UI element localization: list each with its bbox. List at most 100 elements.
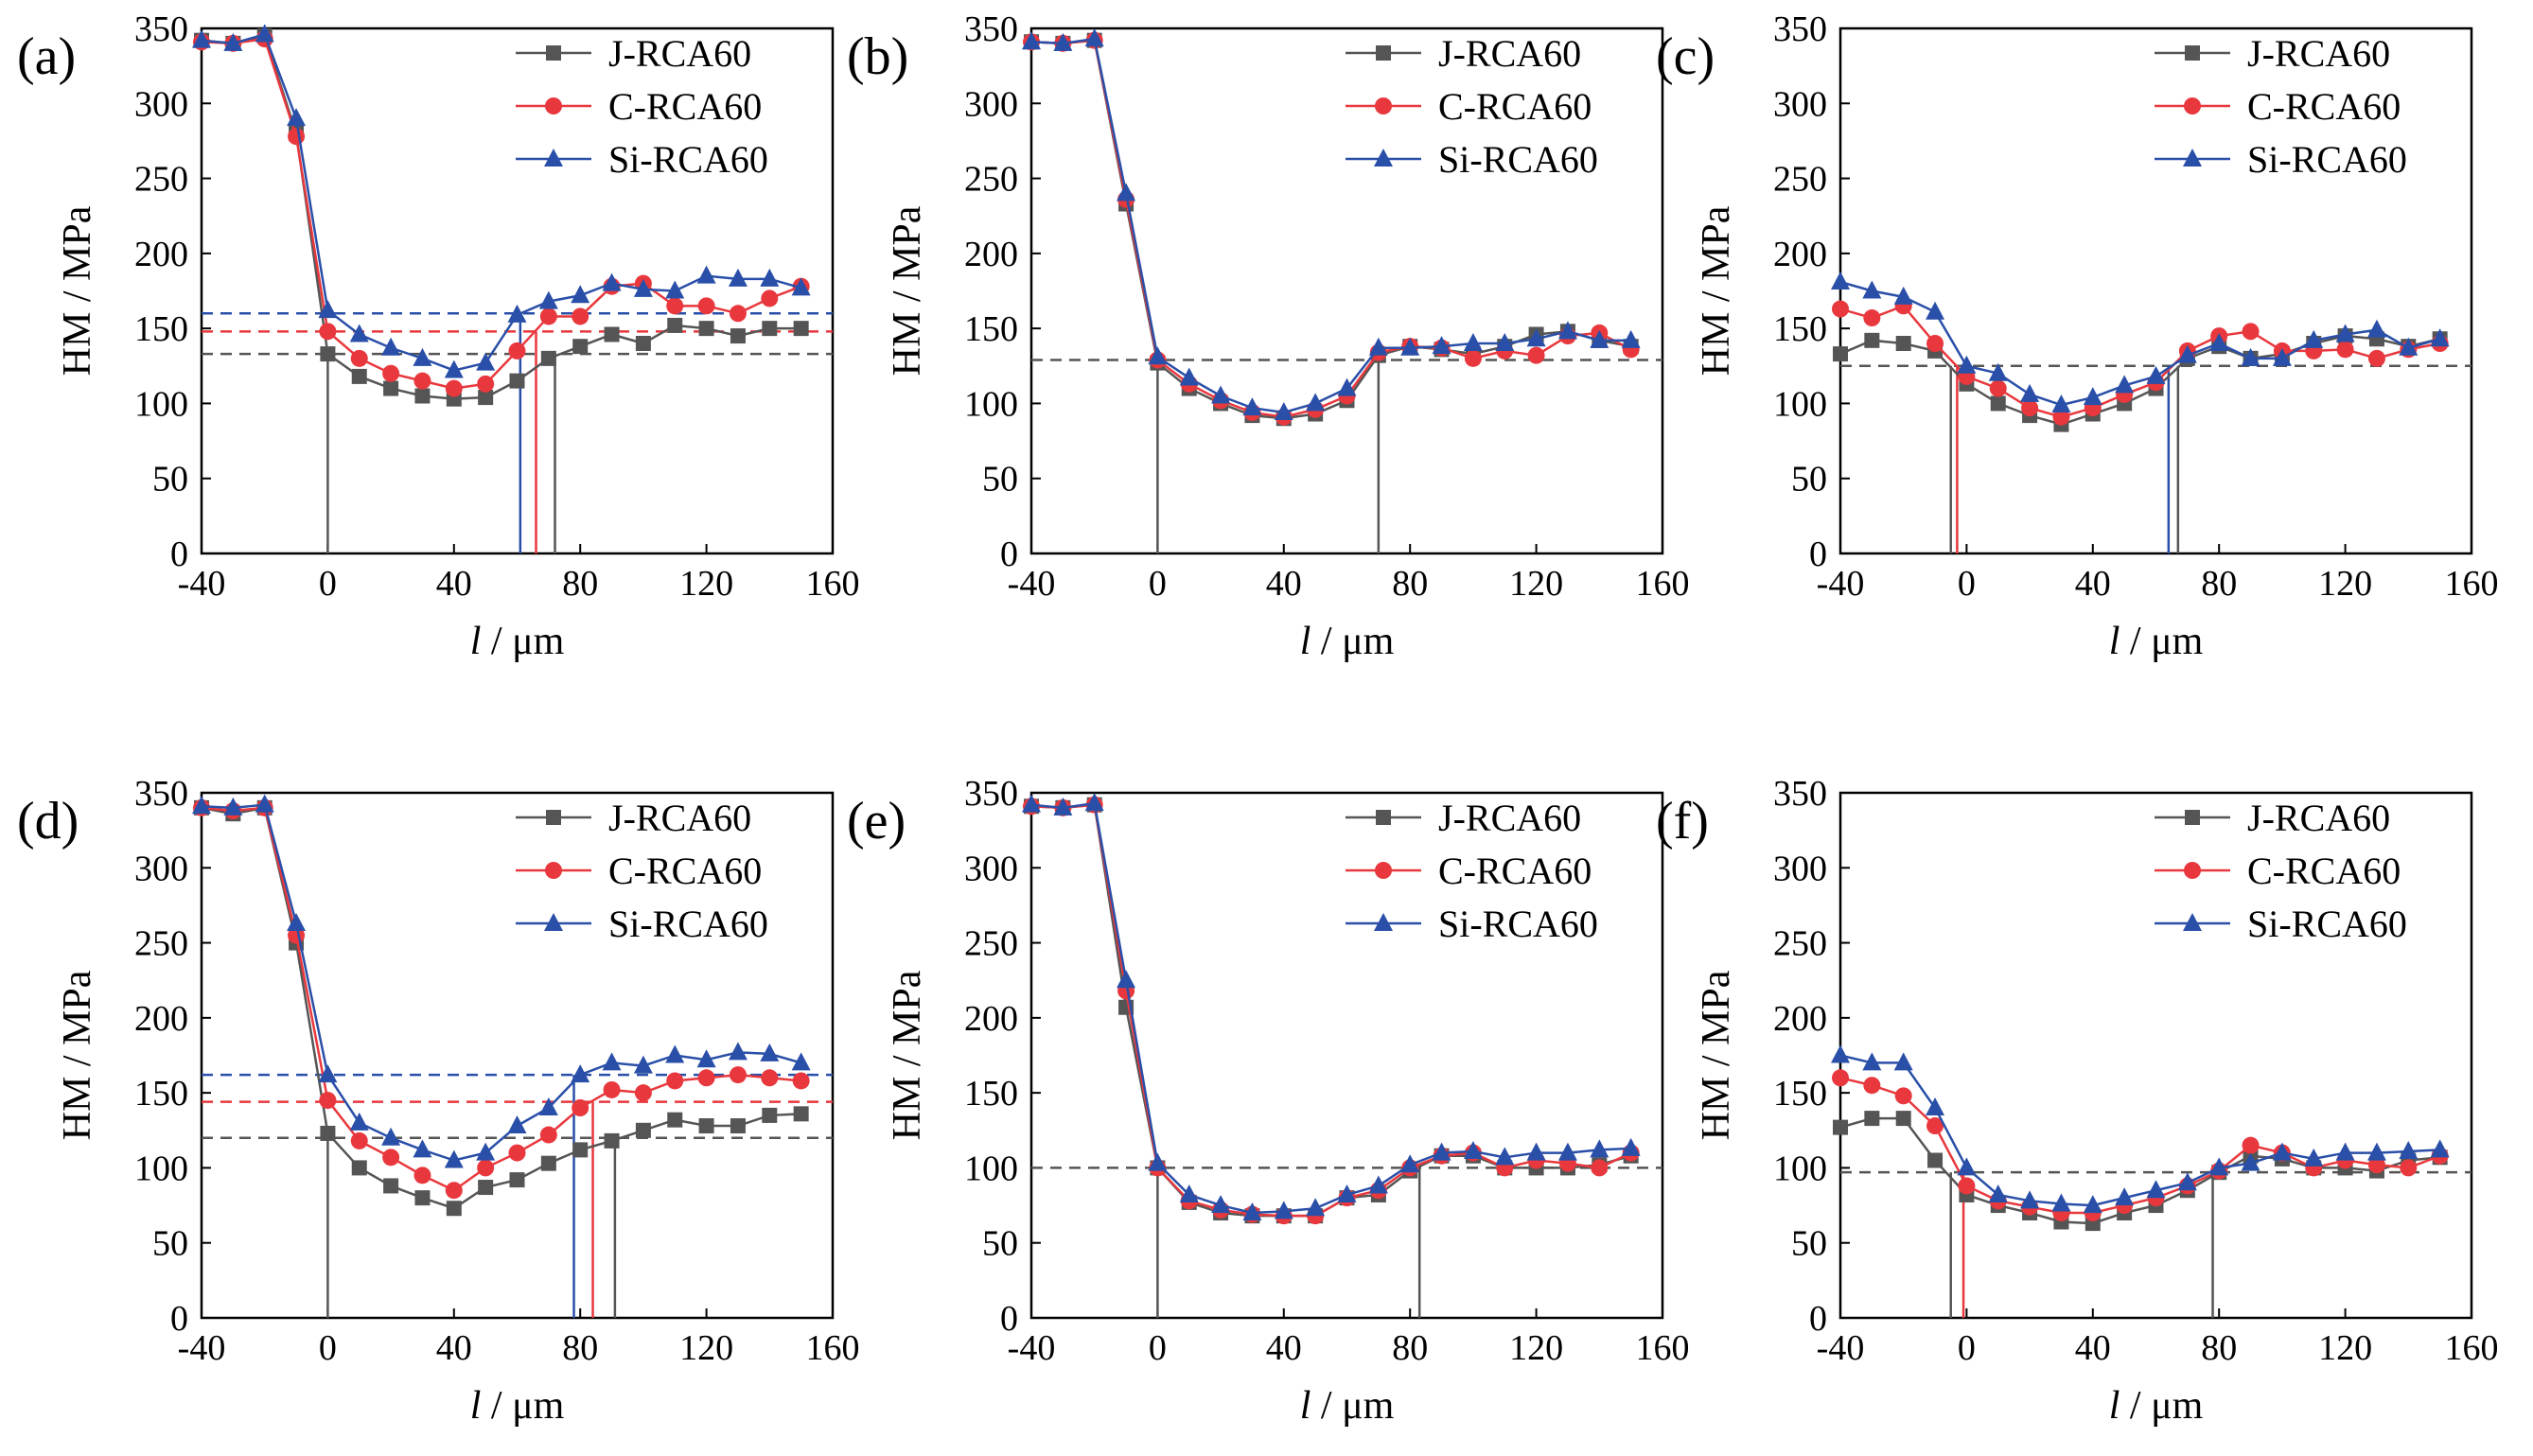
data-point-Si-RCA60: [2304, 1148, 2324, 1167]
data-point-Si-RCA60: [2399, 1140, 2419, 1159]
plot-frame: [1838, 26, 2473, 555]
data-point-Si-RCA60: [1495, 1147, 1515, 1166]
data-point-C-RCA60: [539, 1126, 557, 1144]
data-point-Si-RCA60: [2241, 1152, 2260, 1171]
data-point-Si-RCA60: [2115, 375, 2135, 394]
x-tick-label: -40: [178, 1328, 226, 1368]
data-point-Si-RCA60: [1926, 1097, 1945, 1115]
y-tick-label: 50: [152, 1224, 188, 1264]
data-point-Si-RCA60: [1022, 31, 1041, 50]
data-point-Si-RCA60: [1893, 1052, 1913, 1071]
panel-label: (d): [17, 792, 79, 851]
data-point-Si-RCA60: [381, 1127, 401, 1146]
x-axis-label: l / μm: [2109, 620, 2204, 663]
data-point-C-RCA60: [2336, 341, 2354, 359]
data-point-J-RCA60: [667, 1112, 683, 1128]
data-point-J-RCA60: [667, 317, 683, 333]
series-line-Si-RCA60: [201, 803, 801, 1162]
data-point-J-RCA60: [1895, 1111, 1911, 1127]
data-point-Si-RCA60: [1526, 1142, 1546, 1161]
data-point-Si-RCA60: [1526, 328, 1546, 347]
y-tick-label: 250: [134, 924, 188, 964]
data-point-Si-RCA60: [1148, 1152, 1168, 1171]
data-point-Si-RCA60: [1557, 321, 1577, 340]
data-point-C-RCA60: [603, 1080, 621, 1098]
data-point-J-RCA60: [793, 1106, 809, 1122]
data-point-Si-RCA60: [696, 265, 716, 284]
data-point-C-RCA60: [2242, 1136, 2260, 1154]
data-point-J-RCA60: [540, 1155, 556, 1171]
data-point-Si-RCA60: [538, 290, 558, 309]
data-point-Si-RCA60: [1211, 1195, 1231, 1214]
y-tick-label: 350: [1773, 774, 1827, 814]
data-point-Si-RCA60: [1988, 1184, 2008, 1202]
data-point-Si-RCA60: [1463, 333, 1483, 351]
y-tick-label: 250: [964, 160, 1018, 200]
data-point-J-RCA60: [1990, 395, 2006, 412]
y-tick-label: 350: [1773, 9, 1827, 49]
data-point-J-RCA60: [351, 368, 367, 384]
data-point-J-RCA60: [793, 321, 809, 337]
data-point-Si-RCA60: [1053, 797, 1073, 816]
y-tick-label: 300: [134, 849, 188, 888]
data-point-J-RCA60: [635, 336, 651, 351]
legend-label: Si-RCA60: [2247, 903, 2407, 945]
data-point-J-RCA60: [572, 339, 589, 355]
data-point-C-RCA60: [445, 1182, 463, 1200]
x-tick-label: 80: [1392, 564, 1428, 604]
legend-label: J-RCA60: [1438, 797, 1581, 839]
plot-frame: [200, 26, 835, 555]
data-point-C-RCA60: [572, 307, 589, 325]
data-point-Si-RCA60: [2020, 383, 2040, 402]
plot-frame: [1029, 26, 1664, 555]
data-point-Si-RCA60: [2335, 324, 2355, 342]
data-point-C-RCA60: [2052, 408, 2070, 426]
data-point-Si-RCA60: [2146, 1180, 2166, 1199]
data-point-Si-RCA60: [1400, 1154, 1420, 1173]
data-point-C-RCA60: [350, 1131, 368, 1149]
data-point-J-RCA60: [635, 1122, 651, 1138]
legend-marker: [1375, 862, 1392, 879]
data-point-Si-RCA60: [571, 285, 590, 304]
data-point-C-RCA60: [2400, 1159, 2418, 1177]
data-point-J-RCA60: [1895, 336, 1911, 351]
legend-marker: [545, 97, 562, 114]
data-point-Si-RCA60: [192, 796, 211, 815]
y-tick-label: 0: [1809, 535, 1827, 574]
y-tick-label: 350: [134, 9, 188, 49]
data-point-Si-RCA60: [665, 280, 685, 299]
data-point-J-RCA60: [762, 1107, 778, 1123]
data-point-C-RCA60: [572, 1099, 589, 1116]
plot-frame: [1029, 791, 1664, 1320]
data-point-Si-RCA60: [1274, 401, 1293, 420]
y-tick-label: 150: [134, 1074, 188, 1114]
data-point-C-RCA60: [761, 289, 779, 307]
data-point-Si-RCA60: [2177, 1172, 2197, 1191]
x-tick-label: 160: [1636, 1328, 1690, 1368]
data-point-C-RCA60: [445, 379, 463, 397]
x-tick-label: 0: [1958, 1328, 1976, 1368]
data-point-C-RCA60: [1591, 1159, 1609, 1177]
x-tick-label: 120: [1509, 564, 1563, 604]
data-point-Si-RCA60: [1621, 329, 1641, 348]
y-tick-label: 300: [964, 84, 1018, 124]
data-point-Si-RCA60: [444, 1149, 464, 1168]
y-tick-label: 200: [1773, 999, 1827, 1039]
data-point-Si-RCA60: [633, 278, 653, 297]
data-point-Si-RCA60: [381, 337, 401, 356]
x-tick-label: -40: [1817, 1328, 1865, 1368]
data-point-Si-RCA60: [318, 1064, 338, 1083]
data-point-Si-RCA60: [1926, 301, 1945, 320]
data-point-Si-RCA60: [1306, 1198, 1326, 1217]
legend-label: C-RCA60: [2247, 85, 2401, 128]
y-tick-label: 50: [1791, 1224, 1827, 1264]
data-point-Si-RCA60: [2366, 1142, 2386, 1161]
legend-label: Si-RCA60: [608, 903, 768, 945]
data-point-Si-RCA60: [1368, 1175, 1388, 1194]
data-point-Si-RCA60: [1432, 1142, 1451, 1161]
data-point-J-RCA60: [1864, 1111, 1880, 1127]
data-point-Si-RCA60: [571, 1064, 590, 1083]
